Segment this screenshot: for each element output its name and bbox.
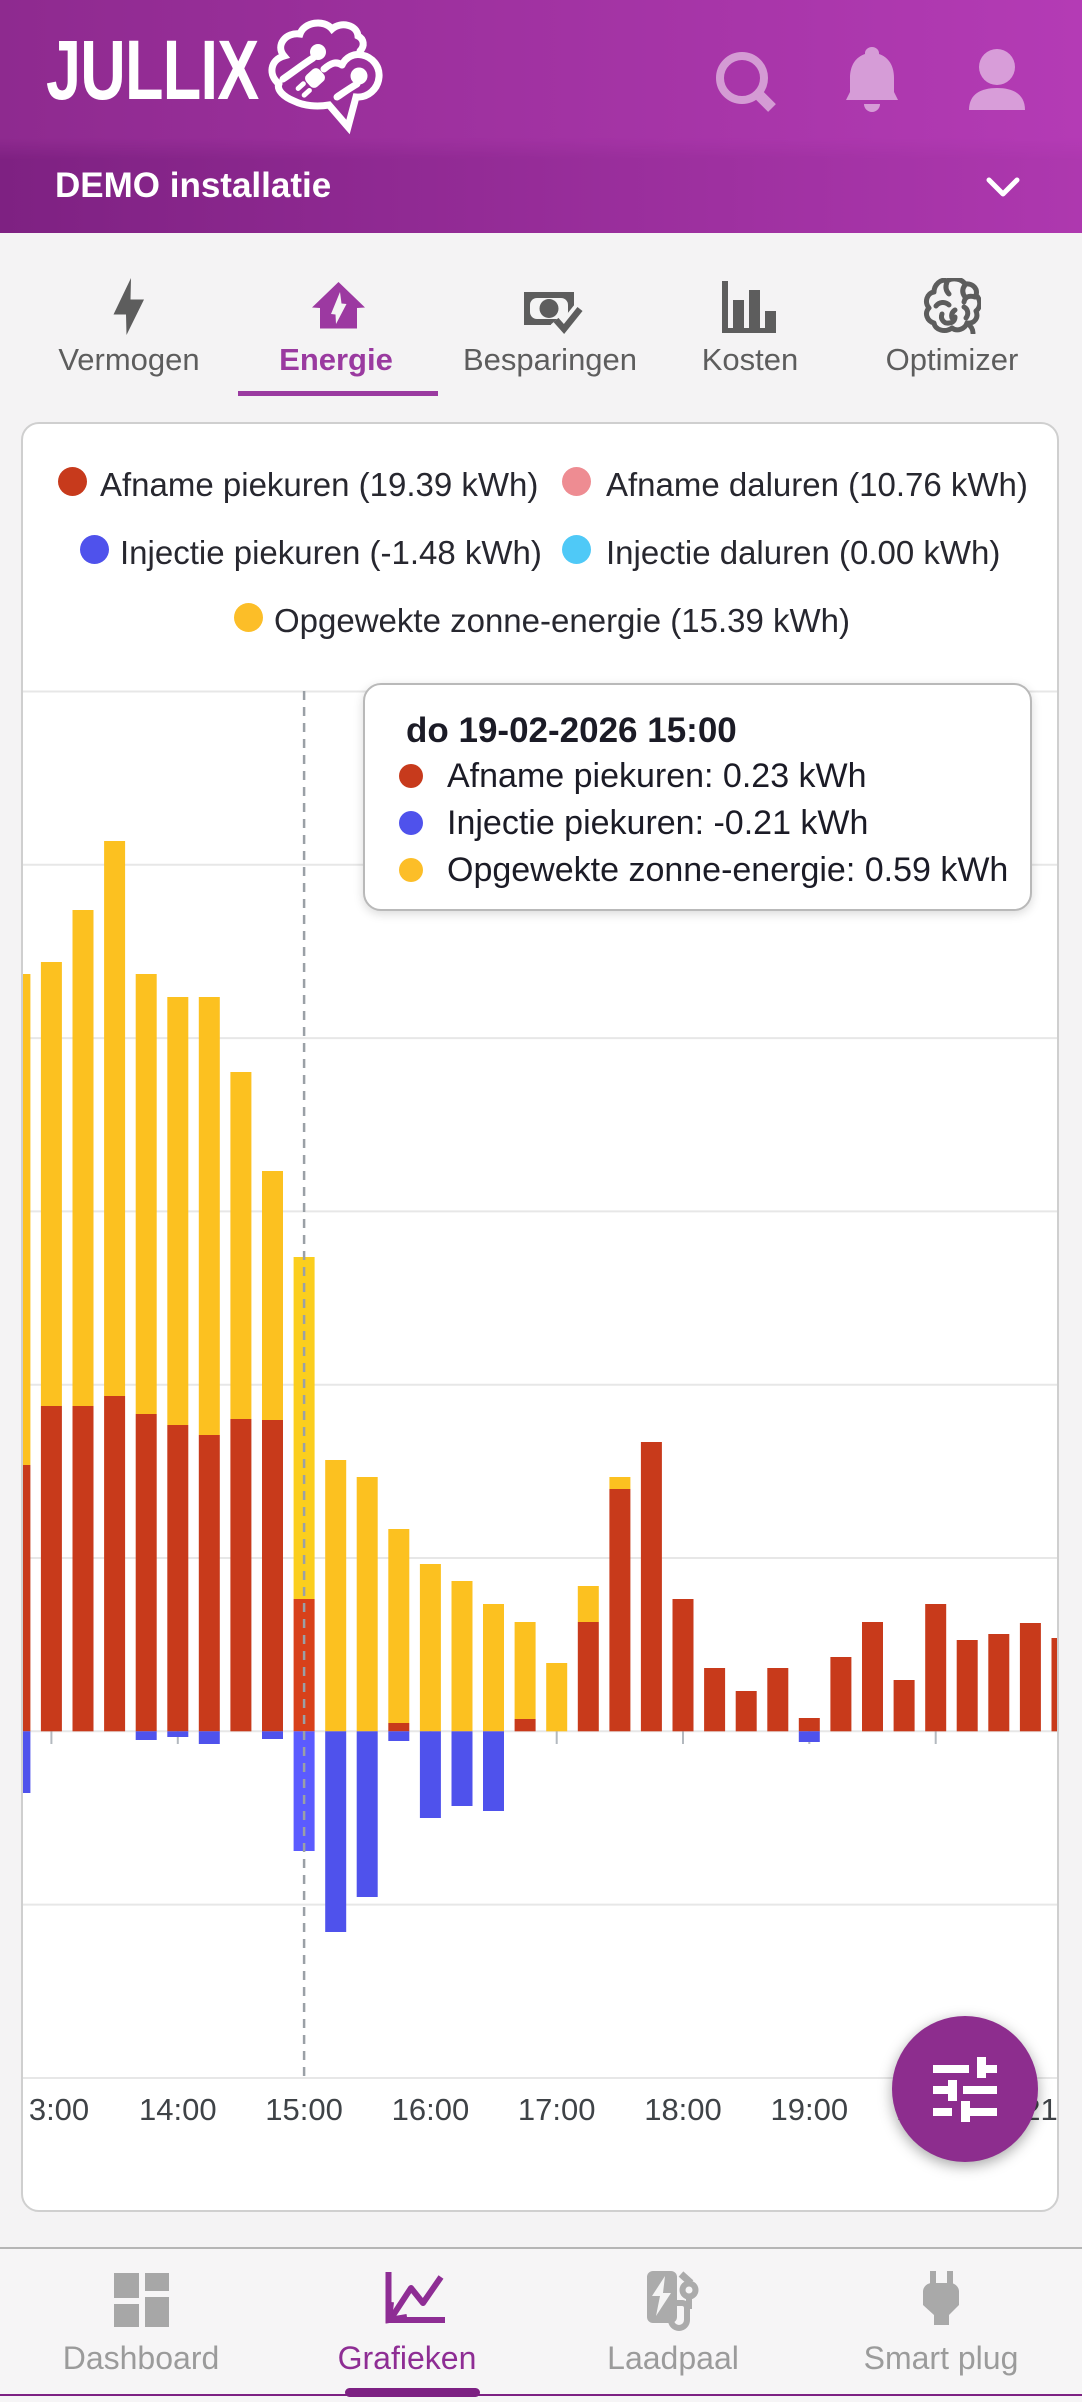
svg-text:18:00: 18:00 bbox=[644, 2092, 722, 2127]
svg-text:15:00: 15:00 bbox=[265, 2092, 343, 2127]
svg-text:19:00: 19:00 bbox=[771, 2092, 849, 2127]
svg-text:16:00: 16:00 bbox=[392, 2092, 470, 2127]
svg-text:14:00: 14:00 bbox=[139, 2092, 217, 2127]
svg-text:3:00: 3:00 bbox=[29, 2092, 89, 2127]
svg-text:17:00: 17:00 bbox=[518, 2092, 596, 2127]
